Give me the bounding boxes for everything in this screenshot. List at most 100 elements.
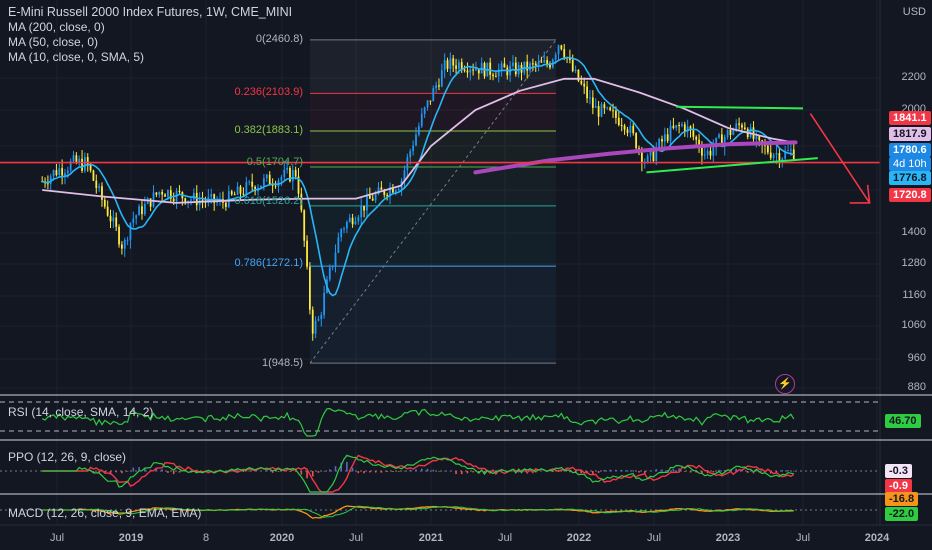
candle-body bbox=[340, 229, 343, 238]
ppo-hist-bar bbox=[620, 469, 623, 472]
tag-1817: 1817.9 bbox=[889, 127, 931, 141]
y-tick-label: 1060 bbox=[901, 319, 926, 331]
candle-body bbox=[201, 199, 204, 201]
candle-body bbox=[377, 187, 380, 194]
tag-1776: 1776.8 bbox=[889, 171, 931, 185]
fib-zone bbox=[310, 166, 556, 206]
ppo-hist-bar bbox=[219, 471, 221, 472]
y-tick-label: 1160 bbox=[902, 289, 926, 301]
candle-body bbox=[314, 320, 317, 334]
candle-body bbox=[78, 158, 81, 163]
x-tick-label: Jul bbox=[348, 532, 364, 544]
candle-body bbox=[586, 86, 588, 99]
ppo-hist-bar bbox=[787, 470, 789, 472]
ppo-line bbox=[42, 454, 794, 493]
candle-body bbox=[549, 64, 551, 68]
ppo-hist-bar bbox=[144, 467, 146, 472]
candle-body bbox=[455, 65, 457, 69]
candle-body bbox=[300, 193, 303, 211]
x-tick-label: 2022 bbox=[566, 532, 592, 544]
ppo-value-2: -0.9 bbox=[885, 479, 912, 493]
candle-body bbox=[678, 124, 680, 126]
y-tick-label: 880 bbox=[907, 381, 926, 393]
candle-body bbox=[95, 180, 98, 189]
candle-body bbox=[115, 217, 118, 227]
candle-body bbox=[494, 76, 497, 78]
y-tick-label: 1280 bbox=[901, 257, 926, 269]
ppo-hist-bar bbox=[380, 471, 383, 473]
ppo-hist-bar bbox=[706, 471, 709, 474]
candle-body bbox=[337, 237, 340, 253]
candle-body bbox=[686, 126, 689, 132]
candle-body bbox=[120, 244, 123, 249]
candle-body bbox=[103, 199, 106, 207]
ppo-hist-bar bbox=[723, 470, 726, 472]
ppo-hist-bar bbox=[340, 462, 342, 472]
candle-body bbox=[443, 60, 446, 71]
candle-body bbox=[129, 222, 132, 240]
candle-body bbox=[534, 63, 537, 66]
fib-zone bbox=[310, 266, 556, 364]
candle-body bbox=[692, 130, 695, 137]
candle-body bbox=[161, 191, 164, 195]
ppo-hist-bar bbox=[260, 470, 262, 472]
ppo-hist-bar bbox=[592, 471, 594, 475]
ppo-hist-bar bbox=[415, 469, 417, 472]
ppo-hist-bar bbox=[266, 470, 268, 472]
candle-body bbox=[463, 69, 466, 71]
ppo-hist-bar bbox=[569, 471, 571, 473]
ppo-hist-bar bbox=[615, 469, 617, 472]
candle-body bbox=[354, 221, 357, 225]
candle-body bbox=[55, 170, 58, 176]
candle-body bbox=[472, 69, 475, 71]
ppo-hist-bar bbox=[357, 471, 360, 474]
ppo-hist-bar bbox=[678, 468, 680, 472]
ppo-hist-bar bbox=[672, 469, 675, 472]
candle-body bbox=[306, 240, 308, 267]
candle-body bbox=[790, 149, 792, 151]
candle-body bbox=[69, 161, 72, 171]
candle-body bbox=[749, 127, 752, 138]
candle-body bbox=[81, 158, 83, 171]
candle-body bbox=[492, 74, 494, 77]
candle-body bbox=[720, 134, 723, 147]
ppo-hist-bar bbox=[92, 471, 95, 474]
candle-body bbox=[291, 169, 294, 182]
candle-body bbox=[769, 152, 772, 158]
ppo-hist-bar bbox=[236, 469, 239, 472]
ppo-hist-bar bbox=[483, 471, 486, 474]
candle-body bbox=[149, 198, 152, 207]
macd-value-2: -22.0 bbox=[885, 507, 919, 521]
candle-body bbox=[343, 228, 345, 230]
candle-body bbox=[652, 149, 655, 161]
currency-label: USD bbox=[902, 6, 926, 18]
candle-body bbox=[503, 63, 506, 68]
candle-body bbox=[683, 124, 686, 132]
candle-body bbox=[546, 60, 549, 65]
fib-zone bbox=[310, 131, 556, 167]
candle-body bbox=[466, 70, 469, 73]
ppo-hist-bar bbox=[438, 471, 440, 472]
candle-body bbox=[216, 201, 219, 203]
candle-body bbox=[568, 57, 571, 60]
fib-label-786: 0.786(1272.1) bbox=[234, 257, 304, 269]
candle-body bbox=[537, 61, 540, 66]
candle-body bbox=[143, 203, 146, 215]
fib-zone bbox=[310, 205, 556, 267]
ppo-hist-bar bbox=[563, 470, 565, 472]
ppo-hist-bar bbox=[277, 471, 280, 472]
ppo-hist-bar bbox=[115, 471, 117, 473]
fib-label-236: 0.236(2103.9) bbox=[234, 86, 304, 98]
candle-body bbox=[357, 217, 360, 222]
candle-body bbox=[540, 61, 543, 63]
candle-body bbox=[317, 319, 320, 321]
candle-body bbox=[554, 54, 557, 60]
candle-body bbox=[589, 97, 591, 99]
lightning-icon[interactable]: ⚡ bbox=[775, 374, 795, 394]
macd-signal-line bbox=[42, 505, 794, 518]
candle-body bbox=[695, 136, 698, 140]
candle-body bbox=[706, 150, 709, 155]
candle-body bbox=[265, 174, 268, 179]
